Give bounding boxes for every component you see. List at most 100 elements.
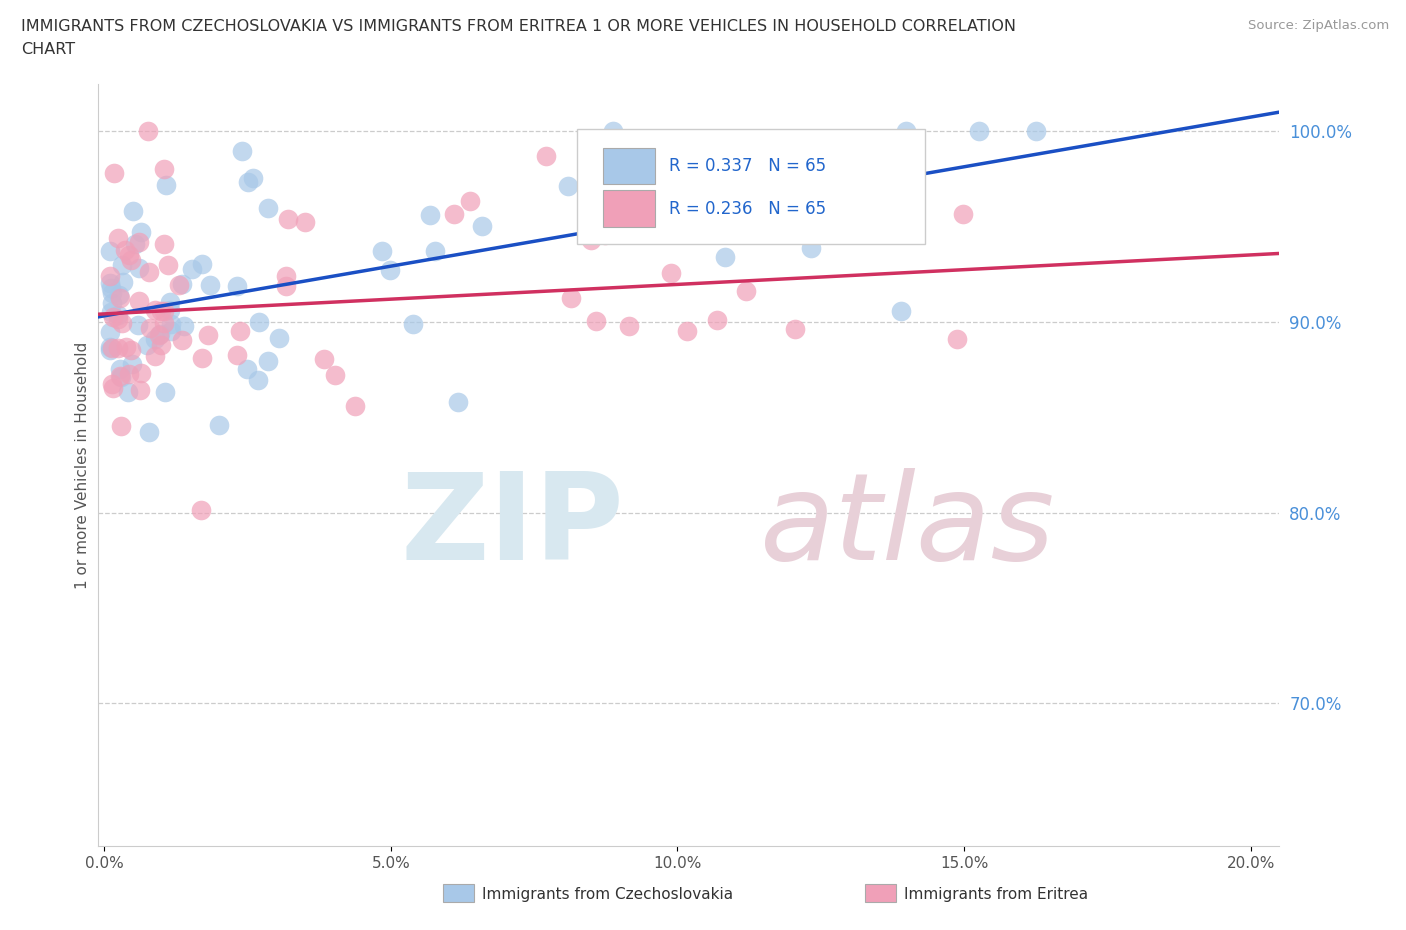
Bar xyxy=(603,191,655,227)
Point xyxy=(783,321,806,336)
Point xyxy=(100,281,122,296)
Text: ZIP: ZIP xyxy=(401,468,624,585)
Point xyxy=(101,296,124,311)
Point xyxy=(115,339,138,354)
Point xyxy=(98,325,121,339)
Point xyxy=(114,243,136,258)
Point xyxy=(124,237,146,252)
Point xyxy=(236,362,259,377)
Point xyxy=(659,265,682,280)
Point xyxy=(246,373,269,388)
Point xyxy=(153,303,176,318)
Point xyxy=(110,370,132,385)
Point xyxy=(138,321,160,336)
Point xyxy=(471,218,494,232)
Point xyxy=(107,307,129,322)
Point xyxy=(138,424,160,439)
Point xyxy=(378,262,401,277)
Point xyxy=(155,178,177,193)
Point xyxy=(418,207,440,222)
Point xyxy=(181,262,204,277)
Point xyxy=(108,291,131,306)
Text: Source: ZipAtlas.com: Source: ZipAtlas.com xyxy=(1249,19,1389,32)
Point xyxy=(294,214,316,229)
Point xyxy=(585,313,607,328)
Point xyxy=(111,316,134,331)
Point xyxy=(149,338,172,352)
Point xyxy=(98,339,121,354)
Point xyxy=(276,279,298,294)
Point xyxy=(198,277,221,292)
Point xyxy=(103,166,125,180)
Point xyxy=(129,365,152,380)
Point xyxy=(153,385,176,400)
Point xyxy=(127,318,149,333)
Point xyxy=(138,265,160,280)
Point xyxy=(101,340,124,355)
Point xyxy=(256,200,278,215)
Point xyxy=(197,327,219,342)
Point xyxy=(620,163,643,178)
Point xyxy=(952,206,974,221)
Point xyxy=(159,294,181,309)
Point xyxy=(839,140,862,155)
Point xyxy=(402,317,425,332)
Point xyxy=(128,294,150,309)
Point xyxy=(110,369,132,384)
Point xyxy=(226,348,249,363)
Point xyxy=(111,258,134,272)
Point xyxy=(98,269,121,284)
Point xyxy=(343,398,366,413)
Point xyxy=(170,276,193,291)
Point xyxy=(560,290,582,305)
Point xyxy=(107,231,129,246)
Point xyxy=(100,304,122,319)
Point xyxy=(443,206,465,221)
Point xyxy=(238,175,260,190)
Point xyxy=(277,211,299,226)
Point xyxy=(128,234,150,249)
Point xyxy=(143,331,166,346)
Point xyxy=(108,362,131,377)
Text: Immigrants from Eritrea: Immigrants from Eritrea xyxy=(904,887,1088,902)
Point xyxy=(150,304,173,319)
Point xyxy=(534,149,557,164)
Point xyxy=(117,385,139,400)
Text: R = 0.236   N = 65: R = 0.236 N = 65 xyxy=(669,200,825,218)
Point xyxy=(110,418,132,433)
Point xyxy=(143,349,166,364)
Point xyxy=(225,278,247,293)
Point xyxy=(242,171,264,186)
Point xyxy=(121,356,143,371)
Point xyxy=(129,225,152,240)
Point xyxy=(160,324,183,339)
Point xyxy=(172,333,194,348)
Point xyxy=(323,367,346,382)
Point xyxy=(190,351,212,365)
Point xyxy=(946,332,969,347)
Point xyxy=(602,124,624,139)
Point xyxy=(98,275,121,290)
Point xyxy=(231,144,253,159)
Point xyxy=(460,193,482,208)
Point xyxy=(269,330,291,345)
Point xyxy=(257,353,280,368)
Y-axis label: 1 or more Vehicles in Household: 1 or more Vehicles in Household xyxy=(75,341,90,589)
Point xyxy=(1025,124,1047,139)
Point xyxy=(118,248,141,263)
Text: Immigrants from Czechoslovakia: Immigrants from Czechoslovakia xyxy=(482,887,734,902)
Point xyxy=(156,258,179,272)
Point xyxy=(706,312,728,327)
Point xyxy=(153,162,176,177)
Point xyxy=(423,244,446,259)
Point xyxy=(153,236,176,251)
Point xyxy=(447,394,470,409)
Point xyxy=(167,277,190,292)
Point xyxy=(557,179,579,193)
Point xyxy=(108,288,131,303)
Point xyxy=(148,327,170,342)
Point xyxy=(129,382,152,397)
Point xyxy=(800,241,823,256)
Point xyxy=(145,302,167,317)
Point xyxy=(152,315,174,330)
